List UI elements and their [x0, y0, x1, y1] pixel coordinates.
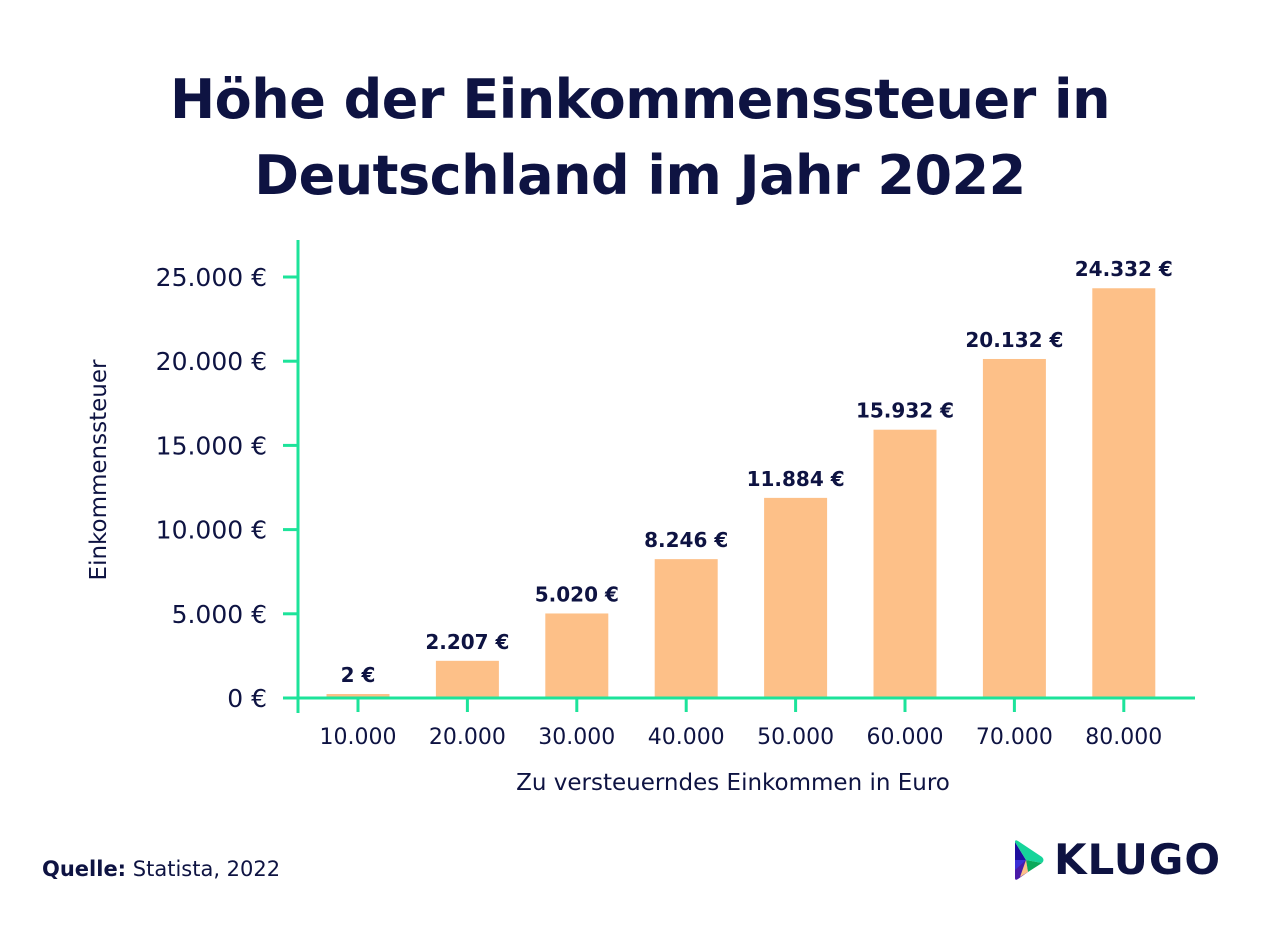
- x-tick-label: 70.000: [976, 725, 1053, 750]
- y-tick-label: 10.000 €: [156, 516, 267, 545]
- bar: [1092, 288, 1156, 698]
- source-note: Quelle: Statista, 2022: [42, 857, 280, 881]
- x-tick-label: 80.000: [1085, 725, 1162, 750]
- source-label: Quelle:: [42, 857, 127, 881]
- data-label: 24.332 €: [1075, 257, 1173, 281]
- chart-title: Höhe der Einkommenssteuer in Deutschland…: [0, 62, 1280, 214]
- bars-group: [326, 288, 1156, 698]
- y-tick-label: 25.000 €: [156, 263, 267, 292]
- chart-title-line-2: Deutschland im Jahr 2022: [254, 144, 1026, 207]
- x-tick-label: 10.000: [320, 725, 397, 750]
- x-tick-label: 30.000: [538, 725, 615, 750]
- y-tick-label: 20.000 €: [156, 347, 267, 376]
- bar: [764, 497, 828, 698]
- x-tick-label: 20.000: [429, 725, 506, 750]
- klugo-wordmark: KLUGO: [1054, 835, 1222, 884]
- bar: [326, 694, 390, 698]
- bar: [435, 660, 499, 698]
- y-ticks-group: 0 € 5.000 € 10.000 € 15.000 € 20.000 € 25.000…: [156, 263, 298, 713]
- data-labels-group: 2 € 2.207 € 5.020 € 8.246 € 11.884 € 15.932 €…: [341, 257, 1173, 687]
- bar: [654, 559, 718, 698]
- y-tick-label: 15.000 €: [156, 431, 267, 460]
- klugo-play-icon: [1015, 840, 1044, 880]
- source-value: Statista, 2022: [132, 857, 281, 881]
- y-axis-title: Einkommenssteuer: [86, 359, 112, 580]
- axes-group: [283, 240, 1195, 713]
- data-label: 20.132 €: [965, 328, 1063, 352]
- bar: [873, 429, 937, 698]
- x-tick-label: 40.000: [648, 725, 725, 750]
- x-axis-title: Zu versteuerndes Einkommen in Euro: [516, 770, 950, 796]
- x-ticks-group: 10.000 20.000 30.000 40.000 50.000 60.000 70.0…: [320, 698, 1162, 750]
- bar: [545, 613, 609, 698]
- klugo-logo: KLUGO: [1012, 838, 1221, 882]
- y-tick-label: 5.000 €: [172, 600, 267, 629]
- x-tick-label: 60.000: [867, 725, 944, 750]
- chart-title-line-1: Höhe der Einkommenssteuer in: [169, 68, 1111, 131]
- data-label: 2 €: [341, 663, 376, 687]
- y-tick-label: 0 €: [227, 684, 267, 713]
- data-label: 5.020 €: [535, 582, 619, 606]
- data-label: 2.207 €: [425, 630, 509, 654]
- data-label: 15.932 €: [856, 399, 954, 423]
- data-label: 11.884 €: [747, 467, 845, 491]
- x-tick-label: 50.000: [757, 725, 834, 750]
- bar: [982, 358, 1046, 698]
- data-label: 8.246 €: [644, 528, 728, 552]
